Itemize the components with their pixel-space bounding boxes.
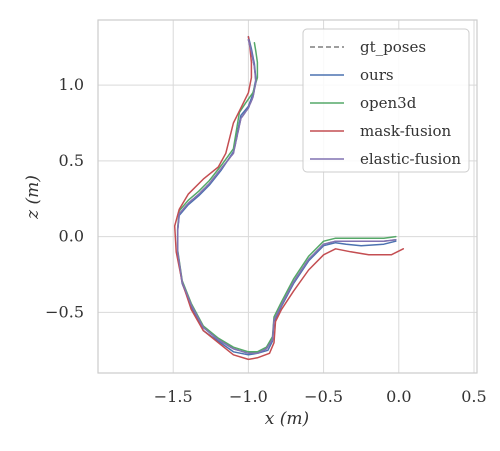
- legend-frame: [302, 28, 470, 173]
- legend-label-elastic-fusion: elastic-fusion: [360, 150, 461, 168]
- y-tick-label: −0.5: [45, 302, 84, 321]
- x-tick-label: −1.5: [154, 387, 193, 406]
- series-line-mask-fusion: [173, 35, 405, 361]
- plot-frame: [97, 19, 478, 374]
- legend-label-gt_poses: gt_poses: [360, 38, 426, 56]
- x-tick-label: 0.5: [461, 387, 486, 406]
- series-line-elastic-fusion: [176, 38, 397, 355]
- series-layer: [173, 35, 405, 361]
- x-tick-labels: −1.5 −1.0 −0.5 0.0 0.5: [154, 387, 487, 406]
- legend-label-open3d: open3d: [360, 94, 417, 112]
- x-tick-label: 0.0: [386, 387, 411, 406]
- y-axis-label: z (m): [23, 175, 43, 220]
- legend-label-ours: ours: [360, 66, 394, 84]
- x-tick-label: −0.5: [304, 387, 343, 406]
- x-axis-label: x (m): [265, 409, 309, 429]
- y-tick-label: 1.0: [59, 75, 84, 94]
- y-tick-label: 0.5: [59, 151, 84, 170]
- legend-label-mask-fusion: mask-fusion: [360, 122, 451, 140]
- series-line-ours: [176, 35, 397, 356]
- y-tick-label: 0.0: [59, 227, 84, 246]
- y-tick-labels: −0.5 0.0 0.5 1.0: [45, 75, 84, 321]
- x-tick-label: −1.0: [229, 387, 268, 406]
